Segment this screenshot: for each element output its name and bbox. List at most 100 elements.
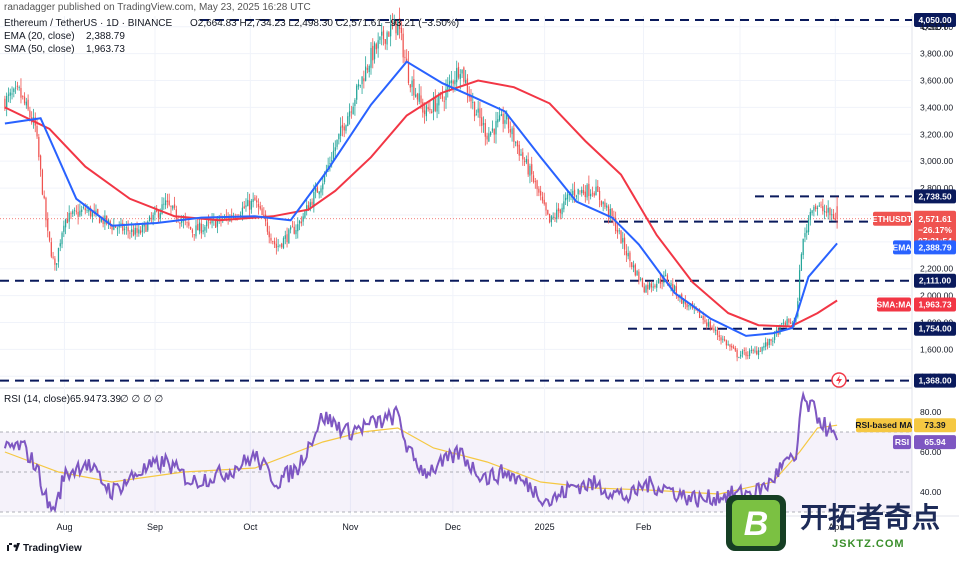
candle-body <box>497 119 499 123</box>
candle-body <box>429 108 431 111</box>
level-tag-1368: 1,368.00 <box>918 376 951 386</box>
candle-body <box>606 205 608 208</box>
candle-body <box>481 117 483 126</box>
candle-body <box>209 221 211 223</box>
level-tag-1368-bg <box>914 373 956 388</box>
candle-body <box>411 80 413 88</box>
candle-body <box>500 114 502 116</box>
candle-body <box>318 191 320 195</box>
candle-body <box>181 220 183 223</box>
candle-body <box>759 351 761 352</box>
candle-body <box>754 350 756 352</box>
candle-body <box>341 124 344 128</box>
candle-body <box>456 68 458 83</box>
candle-body <box>75 210 77 212</box>
candle-body <box>757 350 760 356</box>
rsi-tick-label: 80.00 <box>920 407 942 417</box>
candle-body <box>457 66 460 78</box>
candle-body <box>700 316 703 318</box>
candle-body <box>775 330 778 333</box>
candle-body <box>743 350 745 352</box>
rsi-ma-tag: RSI-based MA <box>855 420 912 430</box>
lightning-icon[interactable] <box>831 372 847 388</box>
candle-body <box>206 221 208 227</box>
candle-body <box>22 95 24 97</box>
candle-body <box>470 95 472 102</box>
candle-body <box>466 78 469 93</box>
candle-body <box>552 216 554 218</box>
candle-body <box>145 224 147 232</box>
candle-body <box>548 213 551 223</box>
candle-body <box>590 193 592 197</box>
candle-body <box>416 93 419 100</box>
candle-body <box>475 114 477 116</box>
candle-body <box>316 187 319 193</box>
candle-body <box>113 225 115 230</box>
candle-body <box>168 200 170 205</box>
candle-body <box>834 218 836 221</box>
candle-body <box>147 221 149 231</box>
candle-body <box>73 210 76 212</box>
candle-body <box>248 200 251 210</box>
candle-body <box>472 101 474 103</box>
candle-body <box>707 322 710 327</box>
candle-body <box>66 218 69 224</box>
candle-body <box>291 226 294 228</box>
candle-body <box>384 39 386 44</box>
candle-body <box>502 113 504 124</box>
candle-body <box>636 270 638 276</box>
candle-body <box>404 56 406 58</box>
candle-body <box>216 220 219 227</box>
candle-body <box>52 256 54 258</box>
candle-body <box>272 241 274 243</box>
time-tick-label: Feb <box>636 522 652 532</box>
candle-body <box>813 206 815 211</box>
price-tick-label: 3,200.00 <box>920 129 953 139</box>
candle-body <box>711 327 713 330</box>
ema-legend[interactable]: EMA (20, close) <box>4 31 75 42</box>
candle-body <box>723 339 726 341</box>
candle-body <box>541 196 544 201</box>
candle-body <box>413 79 415 96</box>
candle-body <box>54 258 56 265</box>
candle-body <box>397 20 399 35</box>
level-tag-2111-bg <box>914 273 956 288</box>
candle-body <box>465 80 467 83</box>
candle-body <box>365 66 367 81</box>
rsi-legend[interactable]: RSI (14, close) <box>4 394 70 405</box>
sma-legend[interactable]: SMA (50, close) <box>4 44 75 55</box>
candle-body <box>398 18 401 30</box>
candle-body <box>615 217 617 231</box>
candle-body <box>823 210 826 213</box>
candle-body <box>154 210 156 215</box>
tradingview-logo[interactable] <box>5 543 20 551</box>
candle-body <box>572 190 574 196</box>
candle-body <box>129 232 131 234</box>
candle-body <box>279 244 281 246</box>
level-tag-4050-bg <box>914 13 956 28</box>
candle-body <box>363 78 365 82</box>
candle-body <box>179 222 181 224</box>
candle-body <box>507 115 510 129</box>
level-tag-1754: 1,754.00 <box>918 324 951 334</box>
symbol-title[interactable]: Ethereum / TetherUS · 1D · BINANCE <box>4 18 173 29</box>
candle-body <box>790 322 792 324</box>
candle-body <box>381 31 383 36</box>
rsi-tag: RSI <box>895 437 909 447</box>
candle-body <box>102 217 104 224</box>
candle-body <box>620 230 622 244</box>
candle-body <box>127 227 129 232</box>
watermark-text: 开拓者奇点 <box>800 502 940 533</box>
candle-body <box>484 123 486 137</box>
candle-body <box>189 227 192 230</box>
rsi-legend-extra: ∅ ∅ ∅ ∅ <box>120 394 163 405</box>
candle-body <box>550 216 552 223</box>
rsi-tick-label: 40.00 <box>920 487 942 497</box>
rsi-price-tag-bg <box>914 435 956 450</box>
candle-body <box>538 188 540 193</box>
candle-body <box>70 213 72 215</box>
candle-body <box>718 335 720 337</box>
ema-20-line <box>4 60 838 337</box>
candle-body <box>315 187 317 192</box>
